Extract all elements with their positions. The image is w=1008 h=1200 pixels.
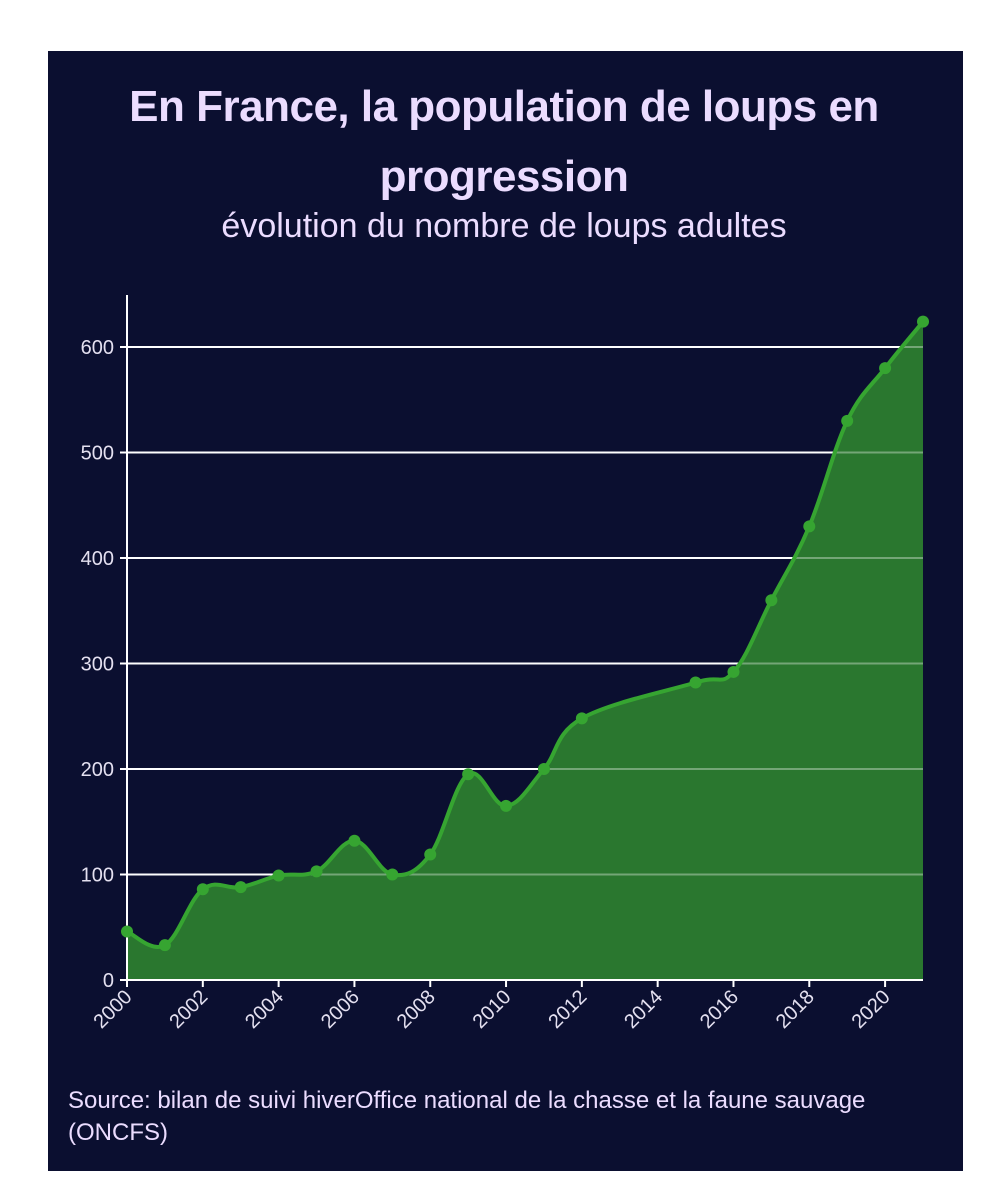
y-tick-label-600: 600 (81, 337, 114, 359)
x-tick-label-2004: 2004 (241, 986, 288, 1033)
data-point-2001 (158, 939, 171, 952)
grid-lines-over-area (127, 346, 923, 876)
data-point-2012 (575, 712, 588, 725)
y-tick-label-400: 400 (81, 548, 114, 570)
data-point-2005 (310, 865, 323, 878)
data-point-2007 (386, 868, 399, 881)
y-tick-label-300: 300 (81, 654, 114, 676)
data-point-2006 (348, 834, 361, 847)
y-tick-label-100: 100 (81, 865, 114, 887)
x-tick-label-2020: 2020 (848, 986, 895, 1033)
data-point-2000 (121, 925, 133, 938)
data-point-2011 (537, 763, 550, 775)
data-points (121, 315, 929, 952)
data-point-2010 (500, 799, 513, 812)
data-point-2020 (879, 362, 892, 375)
data-point-2015 (689, 676, 702, 689)
y-tick-label-200: 200 (81, 759, 114, 781)
x-tick-label-2016: 2016 (696, 986, 743, 1033)
data-point-2018 (803, 520, 816, 533)
chart-title-text: En France, la population de loups en pro… (129, 82, 879, 201)
data-point-2019 (841, 414, 854, 427)
source-note: Source: bilan de suivi hiverOffice natio… (68, 1087, 866, 1146)
x-tick-label-2014: 2014 (620, 986, 667, 1033)
x-tick-label-2018: 2018 (772, 986, 819, 1033)
data-point-2004 (272, 869, 285, 882)
x-tick-label-2006: 2006 (317, 986, 364, 1033)
x-tick-labels: 2000 2002 2004 2006 2008 2010 2012 2014 2016 2018… (90, 980, 895, 1033)
chart-subtitle: évolution du nombre de loups adultes (221, 207, 787, 245)
x-tick-label-2002: 2002 (165, 986, 212, 1033)
data-point-2003 (234, 881, 247, 894)
data-point-2009 (462, 768, 475, 781)
area-fill (127, 321, 923, 980)
y-tick-labels: 0 100 200 300 400 500 600 (81, 337, 127, 992)
data-point-2008 (424, 848, 437, 861)
data-point-2017 (765, 594, 778, 607)
x-tick-label-2012: 2012 (544, 986, 591, 1033)
y-tick-label-500: 500 (81, 443, 114, 465)
x-tick-label-2008: 2008 (393, 986, 440, 1033)
data-point-2021 (917, 315, 929, 328)
y-tick-label-0: 0 (103, 970, 114, 992)
chart-title: En France, la population de loups en pro… (0, 72, 1008, 212)
x-tick-label-2010: 2010 (469, 986, 516, 1033)
data-point-2016 (727, 665, 740, 678)
data-point-2002 (196, 883, 209, 896)
x-tick-label-2000: 2000 (90, 986, 137, 1033)
